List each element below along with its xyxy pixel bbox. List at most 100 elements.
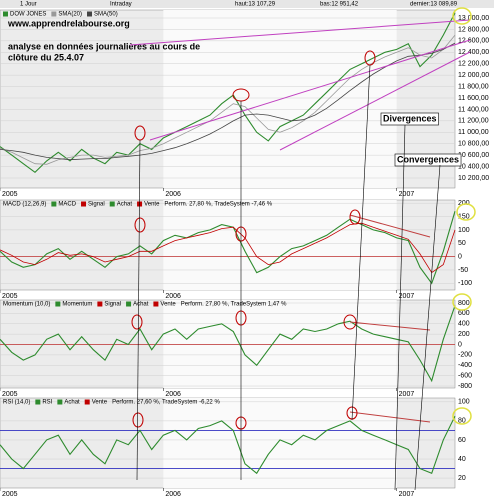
legend-swatch: [87, 11, 93, 17]
y-tick-label: 400: [458, 321, 470, 328]
x-tick-label: 2006: [165, 491, 181, 498]
y-tick-label: -200: [458, 352, 472, 359]
legend-label: Vente: [144, 202, 160, 208]
circle: [134, 217, 146, 233]
mode: Intraday: [110, 2, 132, 8]
trend-line: [279, 51, 471, 151]
x-tick-label: 2007: [399, 293, 415, 300]
highlight: [452, 293, 472, 311]
x-tick-label: 2007: [399, 491, 415, 498]
legend-label: Signal: [104, 302, 121, 308]
y-tick-label: 80: [458, 418, 466, 425]
annotation: analyse en données journalières au cours…: [8, 41, 200, 51]
year-band: [163, 200, 397, 290]
y-tick-label: 100: [458, 227, 470, 234]
y-tick-label: 10 400,00: [458, 163, 489, 170]
x-tick-label: 2006: [165, 191, 181, 198]
series-line: [0, 34, 456, 165]
y-tick-label: 11 200,00: [458, 118, 489, 125]
performance: Perform. 27,80 %, TradeSystem -7,46 %: [164, 202, 272, 208]
y-tick-label: 12 600,00: [458, 38, 489, 45]
circle: [131, 314, 143, 330]
legend-swatch: [97, 301, 103, 307]
y-tick-label: 12 400,00: [458, 49, 489, 56]
legend-label: Vente: [92, 400, 108, 406]
annotation: Divergences: [383, 113, 437, 123]
series-line: [0, 42, 456, 161]
year-band: [163, 398, 397, 488]
decorations: [129, 7, 476, 491]
annotation-box: [394, 153, 462, 167]
year-band: [163, 300, 397, 388]
legend-label: SMA(50): [94, 12, 118, 18]
series-line: [0, 222, 456, 274]
y-tick-label: 10 200,00: [458, 175, 489, 182]
legend-label: Achat: [117, 202, 133, 208]
y-tick-label: 12 800,00: [458, 26, 489, 33]
y-tick-label: 600: [458, 310, 470, 317]
y-tick-label: 60: [458, 437, 466, 444]
y-tick-label: 11 600,00: [458, 95, 489, 102]
highlight: [452, 407, 472, 425]
y-tick-label: 800: [458, 300, 470, 307]
performance: Perform. 27,60 %, TradeSystem -6,22 %: [112, 400, 220, 406]
y-tick-label: 40: [458, 456, 466, 463]
low: bas:12 951,42: [320, 2, 359, 8]
y-tick-label: 13 000,00: [458, 15, 489, 22]
legend-swatch: [126, 301, 132, 307]
legend-label: Achat: [133, 302, 149, 308]
y-tick-label: 11 400,00: [458, 106, 489, 113]
y-tick-label: 200: [458, 331, 470, 338]
annotation: www.apprendrelabourse.org: [7, 18, 130, 28]
series-line: [0, 211, 456, 285]
y-tick-label: 0: [458, 341, 462, 348]
legend-label: SMA(20): [58, 12, 82, 18]
legend-swatch: [3, 11, 8, 17]
legend-label: Signal: [88, 202, 105, 208]
legend-swatch: [35, 399, 41, 405]
legend-swatch: [84, 399, 90, 405]
x-tick-label: 2005: [2, 491, 18, 498]
y-tick-label: 10 800,00: [458, 141, 489, 148]
circle: [343, 314, 357, 330]
annotation-box: [380, 112, 439, 126]
x-tick-label: 2007: [399, 191, 415, 198]
y-tick-label: -400: [458, 362, 472, 369]
link-line: [414, 164, 441, 491]
legend-label: RSI: [42, 400, 52, 406]
header-bar: [0, 0, 494, 8]
legend-swatch: [55, 301, 61, 307]
y-tick-label: -800: [458, 383, 472, 390]
annotation: clôture du 25.4.07: [8, 52, 84, 62]
last: dernier:13 089,89: [410, 2, 458, 8]
y-tick-label: 150: [458, 213, 470, 220]
y-tick-label: 12 200,00: [458, 61, 489, 68]
divergence-line: [349, 411, 431, 423]
y-tick-label: 11 000,00: [458, 129, 489, 136]
y-tick-label: 50: [458, 240, 466, 247]
high: haut:13 107,29: [235, 2, 276, 8]
y-tick-label: 10 600,00: [458, 152, 489, 159]
legend-label: Momentum: [62, 302, 92, 308]
series-line: [0, 12, 456, 174]
link-line: [136, 139, 141, 481]
legend-swatch: [109, 201, 115, 207]
legend-title: RSI (14,0): [3, 400, 30, 406]
y-tick-label: 11 800,00: [458, 83, 489, 90]
highlight: [452, 7, 472, 25]
y-tick-label: 100: [458, 399, 470, 406]
y-tick-label: -50: [458, 267, 468, 274]
series-line: [0, 305, 456, 383]
legend-label: MACD: [58, 202, 76, 208]
series-line: [0, 415, 456, 475]
legend-swatch: [51, 201, 57, 207]
legend-label: DOW JONES: [10, 12, 46, 18]
divergence-line: [349, 321, 431, 331]
legend-title: Momentum (10,0): [3, 302, 50, 308]
period: 1 Jour: [20, 2, 37, 8]
link-line: [394, 124, 406, 491]
legend-label: Achat: [64, 400, 80, 406]
trend-line: [129, 19, 471, 46]
trend-line: [149, 39, 471, 141]
y-tick-label: 12 000,00: [458, 72, 489, 79]
